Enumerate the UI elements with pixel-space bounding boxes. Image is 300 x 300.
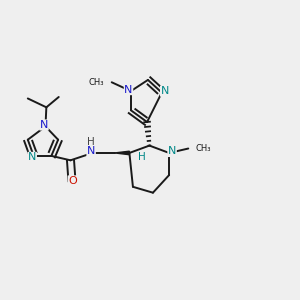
Text: N: N	[87, 146, 95, 157]
Text: H: H	[87, 137, 95, 147]
Text: H: H	[138, 152, 146, 162]
Text: N: N	[124, 85, 133, 94]
Text: CH₃: CH₃	[89, 78, 104, 87]
Text: CH₃: CH₃	[196, 144, 211, 153]
Text: O: O	[68, 176, 77, 186]
Polygon shape	[115, 151, 129, 155]
Text: N: N	[28, 152, 36, 162]
Text: N: N	[160, 86, 169, 96]
Text: N: N	[40, 120, 48, 130]
Text: N: N	[168, 146, 176, 157]
